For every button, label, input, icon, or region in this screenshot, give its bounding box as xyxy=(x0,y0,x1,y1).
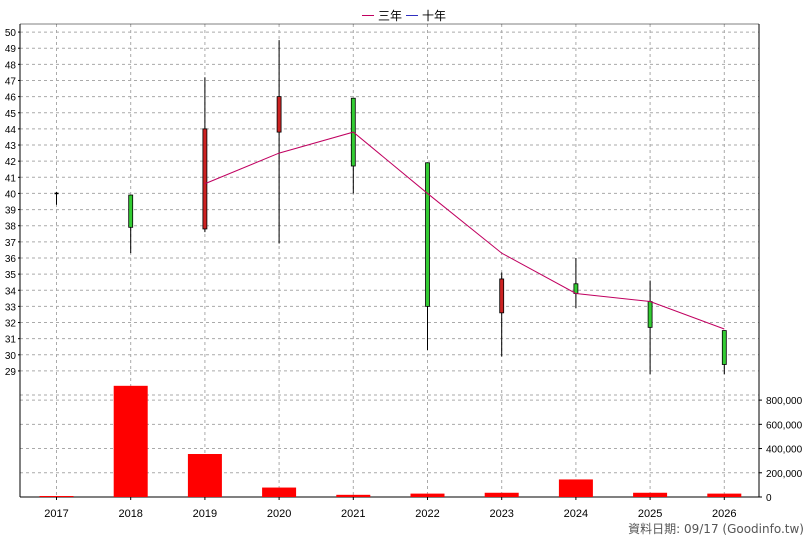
volume-bar xyxy=(558,479,593,497)
data-date-footer: 資料日期: 09/17 (Goodinfo.tw) xyxy=(628,522,804,536)
x-tick-label: 2026 xyxy=(712,508,736,520)
price-tick-label: 42 xyxy=(5,157,17,168)
price-tick-label: 40 xyxy=(5,189,17,200)
volume-bar xyxy=(707,493,742,497)
candle-body xyxy=(499,278,505,314)
price-tick-label: 35 xyxy=(5,270,17,281)
x-tick-label: 2018 xyxy=(118,508,142,520)
legend-label-three-year: 三年 xyxy=(378,9,403,23)
price-tick-label: 34 xyxy=(5,286,17,297)
price-tick-label: 36 xyxy=(5,254,17,265)
price-tick-label: 49 xyxy=(5,44,17,55)
legend-label-ten-year: 十年 xyxy=(422,9,447,23)
volume-tick-label: 600,000 xyxy=(766,420,803,431)
volume-tick-label: 400,000 xyxy=(766,445,803,456)
x-tick-label: 2024 xyxy=(564,508,588,520)
volume-bar xyxy=(113,385,148,497)
volume-bar xyxy=(187,454,222,497)
series-layer xyxy=(204,131,725,330)
x-tick-label: 2017 xyxy=(44,508,68,520)
price-tick-label: 44 xyxy=(5,125,17,136)
volume-bar xyxy=(410,493,445,497)
legend-item-ten-year: 十年 xyxy=(406,7,446,24)
price-tick-label: 31 xyxy=(5,335,17,346)
price-tick-label: 33 xyxy=(5,302,17,313)
x-tick-label: 2023 xyxy=(489,508,513,520)
volume-bar xyxy=(262,487,297,497)
x-tick-label: 2025 xyxy=(638,508,662,520)
volume-tick-label: 200,000 xyxy=(766,469,803,480)
candle-body xyxy=(202,128,208,230)
volume-tick-label: 800,000 xyxy=(766,396,803,407)
candle-body xyxy=(573,283,579,294)
candle-body xyxy=(128,194,134,228)
price-tick-label: 38 xyxy=(5,222,17,233)
series-line-three-year xyxy=(204,131,725,330)
candle-body xyxy=(721,330,727,365)
legend-swatch-ten-year xyxy=(406,15,418,16)
price-tick-label: 39 xyxy=(5,206,17,217)
x-tick-label: 2021 xyxy=(341,508,365,520)
axis-layer: 29 30 31 32 33 34 35 36 37 38 39 40 41 42 43 44 45 46 47 48… xyxy=(5,28,803,520)
price-tick-label: 50 xyxy=(5,28,17,39)
price-tick-label: 37 xyxy=(5,238,17,249)
x-tick-label: 2019 xyxy=(193,508,217,520)
price-tick-label: 29 xyxy=(5,367,17,378)
candle-body xyxy=(647,301,653,328)
price-tick-label: 46 xyxy=(5,93,17,104)
volume-bars-layer xyxy=(39,385,742,497)
x-tick-label: 2022 xyxy=(415,508,439,520)
volume-bar xyxy=(336,494,371,497)
price-tick-label: 48 xyxy=(5,60,17,71)
price-tick-label: 43 xyxy=(5,141,17,152)
candle-body xyxy=(276,96,282,133)
legend-swatch-three-year xyxy=(362,15,374,16)
price-tick-label: 41 xyxy=(5,173,17,184)
legend-item-three-year: 三年 xyxy=(362,7,402,24)
candle-body xyxy=(425,162,430,307)
candles-layer xyxy=(54,40,727,375)
x-tick-label: 2020 xyxy=(267,508,291,520)
price-tick-label: 45 xyxy=(5,109,17,120)
volume-bar xyxy=(633,492,668,497)
price-tick-label: 32 xyxy=(5,319,17,330)
volume-bar xyxy=(39,496,74,497)
price-tick-label: 30 xyxy=(5,351,17,362)
volume-tick-label: 0 xyxy=(766,493,772,504)
price-tick-label: 47 xyxy=(5,76,17,87)
volume-bar xyxy=(484,492,519,497)
